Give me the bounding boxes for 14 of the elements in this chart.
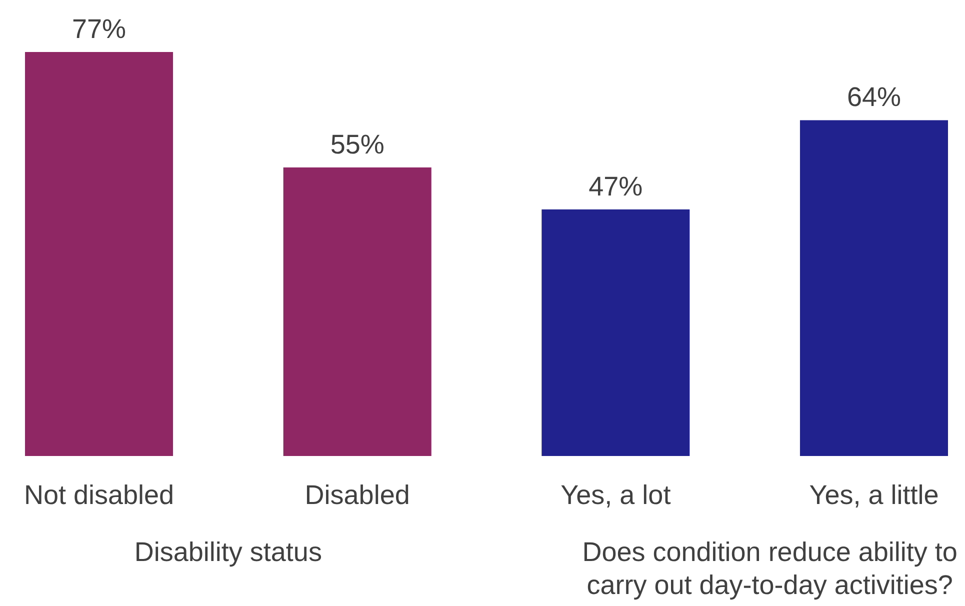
x-tick-label: Yes, a little <box>809 480 939 510</box>
text: Disability status <box>134 537 322 567</box>
x-tick-label: Yes, a lot <box>560 480 672 510</box>
bar <box>283 167 432 456</box>
data-label: 77% <box>72 14 126 44</box>
data-label: 55% <box>330 129 384 160</box>
text: Does condition reduce ability to carry out day-to-day activities? <box>582 537 958 600</box>
data-label: 64% <box>846 82 902 112</box>
x-tick-label: Disabled <box>304 480 410 510</box>
bar <box>25 52 174 456</box>
bar <box>542 209 690 456</box>
data-label: 47% <box>588 171 643 202</box>
x-tick-label: Not disabled <box>24 480 174 510</box>
bar <box>800 120 948 456</box>
